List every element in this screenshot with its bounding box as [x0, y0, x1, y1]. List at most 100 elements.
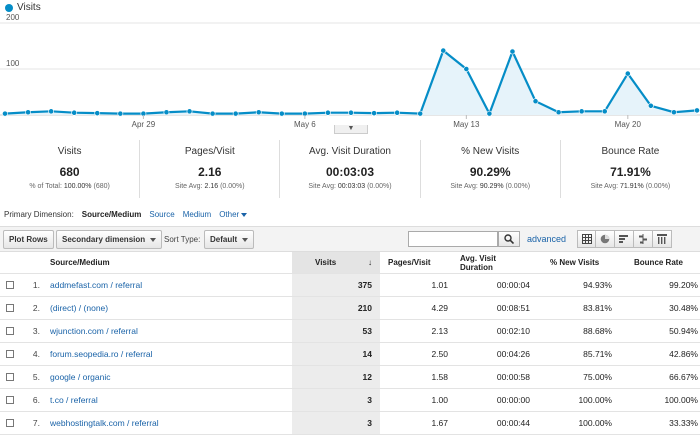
pie-chart-icon [600, 234, 610, 244]
data-point [624, 70, 631, 77]
column-header-visits[interactable]: Visits ↓ [292, 252, 380, 273]
pages-per-visit-cell: 1.00 [431, 395, 448, 405]
scorecard-sub: % of Total: 100.00% (680) [29, 183, 110, 190]
row-checkbox[interactable] [6, 327, 14, 335]
new-visits-cell: 94.93% [583, 280, 612, 290]
pages-per-visit-cell: 1.58 [431, 372, 448, 382]
data-point [371, 110, 377, 117]
avg-visit-duration-cell: 00:00:00 [496, 395, 530, 405]
table-row: 1. addmefast.com / referral 375 1.01 00:… [0, 274, 700, 297]
sort-descending-icon: ↓ [368, 258, 372, 267]
visits-cell: 3 [292, 412, 380, 434]
primary-dimension-source-link[interactable]: Source [149, 210, 175, 219]
new-visits-cell: 83.81% [583, 303, 612, 313]
data-point [117, 110, 124, 117]
source-medium-link[interactable]: addmefast.com / referral [50, 280, 143, 290]
data-table: Source/Medium Visits ↓ Pages/Visit Avg. … [0, 252, 700, 435]
view-type-buttons [577, 230, 672, 248]
data-point [671, 109, 677, 116]
scorecard-visits[interactable]: Visits 680 % of Total: 100.00% (680) [0, 140, 141, 198]
pages-per-visit-cell: 4.29 [431, 303, 448, 313]
row-checkbox[interactable] [6, 419, 14, 427]
pages-per-visit-cell: 1.67 [431, 418, 448, 428]
term-cloud-view-button[interactable] [653, 230, 672, 248]
pages-per-visit-cell: 2.50 [431, 349, 448, 359]
bounce-rate-cell: 42.86% [669, 349, 698, 359]
data-point [186, 108, 193, 115]
column-header-avg-visit-duration[interactable]: Avg. Visit Duration [460, 253, 497, 272]
y-tick-label: 100 [6, 59, 20, 68]
sort-type-dropdown[interactable]: Default [204, 230, 255, 249]
data-point [163, 109, 170, 116]
table-row: 3. wjunction.com / referral 53 2.13 00:0… [0, 320, 700, 343]
source-medium-link[interactable]: google / organic [50, 372, 111, 382]
pages-per-visit-cell: 1.01 [431, 280, 448, 290]
new-visits-cell: 85.71% [583, 349, 612, 359]
data-point [647, 102, 654, 109]
plot-rows-button[interactable]: Plot Rows [3, 230, 54, 249]
data-point [232, 110, 239, 117]
source-medium-link[interactable]: webhostingtalk.com / referral [50, 418, 159, 428]
data-point [532, 98, 539, 105]
avg-visit-duration-cell: 00:02:10 [496, 326, 530, 336]
scorecard-value: 71.91% [610, 165, 651, 179]
chart-collapse-toggle[interactable]: ▼ [334, 125, 368, 134]
row-number: 2. [32, 303, 40, 313]
column-header-pages-per-visit[interactable]: Pages/Visit [388, 258, 431, 267]
new-visits-cell: 88.68% [583, 326, 612, 336]
source-medium-link[interactable]: wjunction.com / referral [50, 326, 138, 336]
visits-cell: 210 [292, 297, 380, 319]
row-checkbox[interactable] [6, 373, 14, 381]
table-row: 2. (direct) / (none) 210 4.29 00:08:51 8… [0, 297, 700, 320]
data-point [601, 108, 608, 115]
data-point [440, 47, 447, 54]
column-header-bounce-rate[interactable]: Bounce Rate [634, 258, 683, 267]
scorecard-sub: Site Avg: 71.91% (0.00%) [590, 183, 671, 190]
scorecard-label: Visits [57, 146, 82, 157]
row-checkbox[interactable] [6, 281, 14, 289]
data-point [48, 108, 55, 115]
visits-cell: 14 [292, 343, 380, 365]
primary-dimension-other-dropdown[interactable]: Other [219, 210, 248, 219]
source-medium-link[interactable]: t.co / referral [50, 395, 98, 405]
row-checkbox[interactable] [6, 304, 14, 312]
row-checkbox[interactable] [6, 350, 14, 358]
search-button[interactable] [498, 231, 520, 247]
source-medium-link[interactable]: (direct) / (none) [50, 303, 109, 313]
column-header-new-visits[interactable]: % New Visits [550, 258, 600, 267]
scorecard-avg-visit-duration[interactable]: Avg. Visit Duration 00:03:03 Site Avg: 0… [280, 140, 421, 198]
avg-visit-duration-cell: 00:00:58 [496, 372, 530, 382]
pages-per-visit-cell: 2.13 [431, 326, 448, 336]
scorecard-bounce-rate[interactable]: Bounce Rate 71.91% Site Avg: 71.91% (0.0… [561, 140, 700, 198]
scorecard-sub: Site Avg: 00:03:03 (0.00%) [308, 183, 392, 190]
pie-view-button[interactable] [596, 230, 615, 248]
performance-view-button[interactable] [615, 230, 634, 248]
avg-visit-duration-cell: 00:08:51 [496, 303, 530, 313]
avg-visit-duration-cell: 00:00:44 [496, 418, 530, 428]
row-checkbox[interactable] [6, 396, 14, 404]
data-point [555, 109, 562, 116]
secondary-dimension-dropdown[interactable]: Secondary dimension [56, 230, 163, 249]
bounce-rate-cell: 66.67% [669, 372, 698, 382]
table-search-input[interactable] [408, 231, 498, 247]
advanced-filter-link[interactable]: advanced [527, 234, 567, 244]
scorecard-label: % New Visits [461, 146, 520, 157]
grid-icon [581, 234, 592, 244]
primary-dimension-medium-link[interactable]: Medium [182, 210, 212, 219]
comparison-view-button[interactable] [634, 230, 653, 248]
data-table-view-button[interactable] [577, 230, 596, 248]
visits-cell: 3 [292, 389, 380, 411]
visits-chart: 100 200 Apr 29 May 6 May 13 May 20 Visits ▼ [0, 0, 700, 134]
data-point [578, 108, 585, 115]
row-number: 6. [32, 395, 40, 405]
bounce-rate-cell: 30.48% [669, 303, 698, 313]
legend-label: Visits [17, 2, 41, 13]
column-header-source-medium[interactable]: Source/Medium [50, 258, 110, 267]
source-medium-link[interactable]: forum.seopedia.ro / referral [50, 349, 153, 359]
scorecard-pages-per-visit[interactable]: Pages/Visit 2.16 Site Avg: 2.16 (0.00%) [140, 140, 281, 198]
data-point [694, 107, 700, 114]
avg-visit-duration-cell: 00:04:26 [496, 349, 530, 359]
chevron-down-icon [242, 237, 249, 242]
scorecard-new-visits[interactable]: % New Visits 90.29% Site Avg: 90.29% (0.… [421, 140, 561, 198]
visits-header-label: Visits [315, 258, 337, 267]
